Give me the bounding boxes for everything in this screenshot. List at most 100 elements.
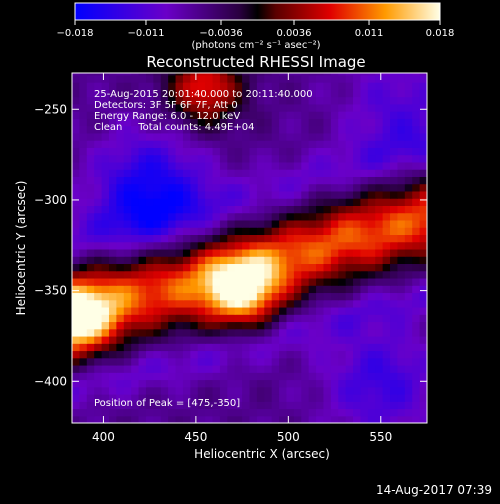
heatmap-cell bbox=[205, 321, 214, 330]
heatmap-cell bbox=[145, 314, 154, 323]
heatmap-cell bbox=[242, 73, 251, 76]
heatmap-cell bbox=[338, 415, 347, 423]
heatmap-cell bbox=[145, 270, 154, 279]
heatmap-cell bbox=[330, 321, 339, 330]
heatmap-cell bbox=[145, 256, 154, 265]
heatmap-cell bbox=[138, 205, 147, 214]
heatmap-cell bbox=[153, 96, 162, 105]
heatmap-cell bbox=[94, 306, 103, 315]
heatmap-cell bbox=[367, 89, 376, 98]
heatmap-cell bbox=[212, 328, 221, 337]
heatmap-cell bbox=[390, 321, 399, 330]
heatmap-cell bbox=[168, 154, 177, 163]
heatmap-cell bbox=[108, 74, 117, 83]
heatmap-cell bbox=[205, 125, 214, 134]
heatmap-cell bbox=[219, 364, 228, 373]
heatmap-cell bbox=[316, 176, 325, 185]
heatmap-cell bbox=[316, 73, 325, 76]
heatmap-cell bbox=[390, 306, 399, 315]
heatmap-cell bbox=[190, 357, 199, 366]
heatmap-cell bbox=[338, 154, 347, 163]
heatmap-cell bbox=[360, 140, 369, 148]
heatmap-cell bbox=[375, 161, 384, 170]
heatmap-cell bbox=[175, 176, 184, 185]
heatmap-cell bbox=[382, 176, 391, 185]
heatmap-cell bbox=[131, 183, 140, 192]
heatmap-cell bbox=[79, 393, 88, 402]
heatmap-cell bbox=[160, 89, 169, 98]
heatmap-cell bbox=[123, 285, 132, 294]
heatmap-cell bbox=[101, 393, 110, 402]
heatmap-cell bbox=[205, 314, 214, 323]
heatmap-cell bbox=[79, 147, 88, 156]
heatmap-cell bbox=[153, 205, 162, 214]
heatmap-cell bbox=[160, 74, 169, 83]
heatmap-cell bbox=[279, 256, 288, 265]
heatmap-cell bbox=[94, 140, 103, 148]
heatmap-cell bbox=[338, 270, 347, 279]
heatmap-cell bbox=[160, 248, 169, 257]
heatmap-cell bbox=[301, 103, 310, 112]
heatmap-cell bbox=[293, 125, 302, 134]
heatmap-cell bbox=[94, 357, 103, 366]
heatmap-cell bbox=[256, 256, 265, 265]
heatmap-cell bbox=[264, 386, 273, 395]
heatmap-cell bbox=[197, 350, 206, 359]
heatmap-cell bbox=[249, 328, 258, 337]
heatmap-cell bbox=[123, 241, 132, 250]
heatmap-cell bbox=[301, 335, 310, 344]
heatmap-cell bbox=[367, 285, 376, 294]
heatmap-cell bbox=[72, 328, 80, 337]
heatmap-cell bbox=[234, 73, 243, 76]
heatmap-cell bbox=[382, 183, 391, 192]
heatmap-cell bbox=[108, 321, 117, 330]
heatmap-cell bbox=[86, 314, 95, 323]
heatmap-cell bbox=[108, 125, 117, 134]
heatmap-cell bbox=[323, 82, 332, 90]
heatmap-cell bbox=[308, 234, 317, 243]
heatmap-cell bbox=[330, 234, 339, 243]
heatmap-cell bbox=[242, 132, 251, 141]
heatmap-cell bbox=[197, 306, 206, 315]
heatmap-cell bbox=[79, 364, 88, 373]
heatmap-cell bbox=[101, 357, 110, 366]
heatmap-cell bbox=[271, 176, 280, 185]
heatmap-cell bbox=[301, 161, 310, 170]
heatmap-cell bbox=[345, 350, 354, 359]
heatmap-cell bbox=[301, 401, 310, 410]
heatmap-cell bbox=[264, 328, 273, 337]
heatmap-cell bbox=[108, 299, 117, 308]
heatmap-cell bbox=[86, 350, 95, 359]
annotation-total-counts: Clean Total counts: 4.49E+04 bbox=[94, 122, 254, 133]
heatmap-cell bbox=[175, 212, 184, 221]
heatmap-cell bbox=[382, 89, 391, 98]
axis-ticks: 400 450 500 550−400−350−300−250 bbox=[34, 73, 427, 444]
heatmap-cell bbox=[101, 212, 110, 221]
heatmap-cell bbox=[301, 73, 310, 76]
heatmap-cell bbox=[286, 132, 295, 141]
heatmap-cell bbox=[279, 147, 288, 156]
heatmap-cell bbox=[182, 277, 191, 286]
heatmap-cell bbox=[153, 415, 162, 423]
heatmap-cell bbox=[86, 219, 95, 228]
heatmap-cell bbox=[404, 190, 413, 199]
heatmap-cell bbox=[190, 198, 199, 206]
heatmap-cell bbox=[412, 328, 421, 337]
heatmap-cell bbox=[212, 161, 221, 170]
heatmap-cell bbox=[397, 277, 406, 286]
heatmap-cell bbox=[308, 299, 317, 308]
heatmap-cell bbox=[234, 372, 243, 381]
heatmap-cell bbox=[353, 140, 362, 148]
heatmap-cell bbox=[197, 248, 206, 257]
heatmap-cell bbox=[271, 227, 280, 235]
heatmap-cell bbox=[353, 299, 362, 308]
heatmap-cell bbox=[72, 408, 80, 417]
heatmap-cell bbox=[390, 357, 399, 366]
heatmap-cell bbox=[182, 89, 191, 98]
heatmap-cell bbox=[242, 343, 251, 352]
heatmap-cell bbox=[219, 357, 228, 366]
heatmap-cell bbox=[138, 350, 147, 359]
heatmap-cell bbox=[197, 103, 206, 112]
heatmap-cell bbox=[316, 103, 325, 112]
heatmap-cell bbox=[375, 306, 384, 315]
